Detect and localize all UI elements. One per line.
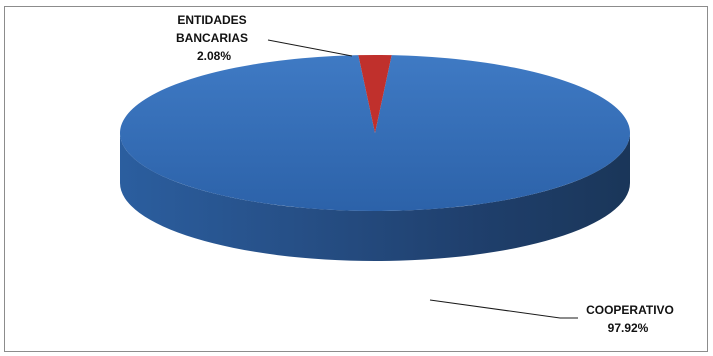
pie-group bbox=[120, 54, 630, 261]
label-bancarias-line1: ENTIDADES bbox=[177, 13, 246, 27]
leader-line-cooperativo bbox=[429, 299, 578, 319]
pie-slice-cooperativo bbox=[120, 55, 630, 211]
label-cooperativo-name: COOPERATIVO bbox=[586, 303, 674, 317]
label-bancarias-value: 2.08% bbox=[197, 49, 231, 63]
pie-side-wall bbox=[120, 133, 630, 261]
label-bancarias-line2: BANCARIAS bbox=[176, 31, 248, 45]
pie-slice-entidades-bancarias bbox=[358, 54, 392, 133]
label-cooperativo-value: 97.92% bbox=[608, 321, 649, 335]
leader-line-bancarias bbox=[267, 39, 353, 57]
